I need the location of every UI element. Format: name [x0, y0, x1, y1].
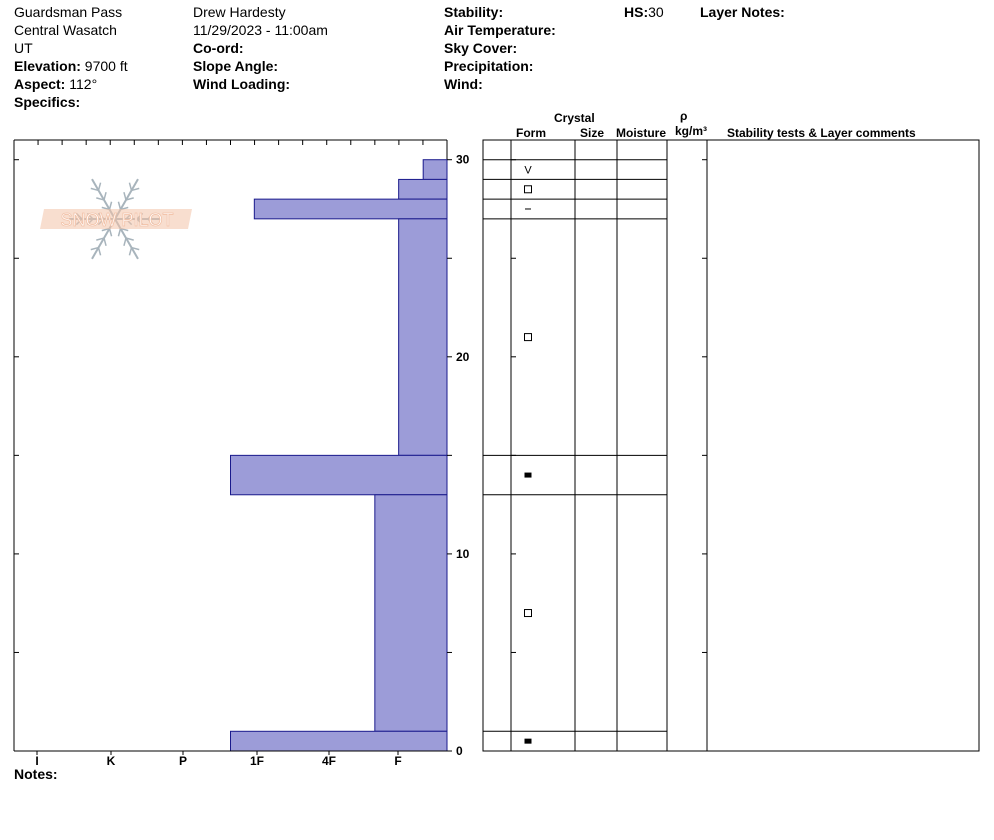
air-temperature-label: Air Temperature:	[444, 22, 556, 38]
stability-label: Stability:	[444, 4, 504, 20]
notes-label: Notes:	[14, 766, 58, 782]
comments-header: Stability tests & Layer comments	[727, 126, 916, 140]
elevation-label: Elevation:	[14, 58, 81, 74]
logo-flake-branch	[108, 228, 113, 237]
datetime: 11/29/2023 - 11:00am	[193, 22, 328, 38]
aspect: Aspect: 112°	[14, 76, 97, 92]
logo-flake-branch	[131, 246, 140, 251]
logo-flake-branch	[128, 182, 133, 191]
logo-flake-branch	[117, 201, 122, 210]
layer-bar-5	[374, 494, 448, 732]
logo-flake-branch	[131, 187, 140, 192]
logo-flake-branch	[96, 237, 105, 241]
logo-flake-branch	[96, 197, 105, 201]
logo-flake-branch	[103, 237, 107, 246]
layer-bar-2	[253, 198, 448, 220]
height-label-20: 20	[456, 350, 470, 364]
coord-label: Co-ord:	[193, 40, 244, 56]
density-unit-header: kg/m³	[675, 124, 708, 138]
aspect-label: Aspect:	[14, 76, 66, 92]
logo-flake-branch	[123, 192, 127, 201]
sky-cover-label: Sky Cover:	[444, 40, 518, 56]
hardness-label-1F: 1F	[250, 754, 264, 768]
size-header: Size	[580, 126, 605, 140]
hardness-label-K: K	[107, 754, 116, 768]
layer-notes-label: Layer Notes:	[700, 4, 785, 20]
form-symbol-1	[524, 185, 532, 194]
wind-loading-label: Wind Loading:	[193, 76, 291, 92]
slope-angle-label: Slope Angle:	[193, 58, 279, 74]
form-symbol-4	[524, 472, 532, 478]
logo-flake-branch	[123, 237, 127, 246]
hardness-label-4F: 4F	[322, 754, 336, 768]
logo-text: SNOW PILOT	[60, 210, 173, 230]
form-symbol-3	[524, 333, 532, 342]
rho-header: ρ	[680, 109, 688, 123]
hardness-label-F: F	[394, 754, 401, 768]
hardness-label-P: P	[179, 754, 187, 768]
height-label-30: 30	[456, 153, 470, 167]
height-label-10: 10	[456, 547, 470, 561]
observer: Drew Hardesty	[193, 4, 286, 20]
logo-flake-branch	[97, 182, 102, 191]
height-label-0: 0	[456, 744, 463, 758]
specifics-label: Specifics:	[14, 94, 81, 110]
range: Central Wasatch	[14, 22, 117, 38]
precipitation-label: Precipitation:	[444, 58, 534, 74]
hs-label: HS:	[624, 4, 649, 20]
wind-label: Wind:	[444, 76, 483, 92]
logo-flake-branch	[90, 187, 99, 192]
elevation-value: 9700 ft	[84, 58, 128, 74]
layer-table-frame	[482, 139, 980, 752]
layer-bar-4	[230, 454, 448, 496]
logo-flake-branch	[128, 247, 133, 256]
layer-bar-6	[230, 730, 448, 752]
logo-flake-branch	[125, 197, 134, 201]
elevation: Elevation: 9700 ft	[14, 58, 128, 74]
location: Guardsman Pass	[14, 4, 123, 20]
layer-bar-3	[398, 218, 448, 456]
hardness-label-I: I	[35, 754, 38, 768]
state: UT	[14, 40, 33, 56]
logo-flake-branch	[103, 192, 107, 201]
logo-flake-branch	[125, 237, 134, 241]
logo-flake-branch	[108, 201, 113, 210]
form-header: Form	[516, 126, 546, 140]
hs-value: 30	[648, 4, 664, 20]
form-symbol-5	[524, 609, 532, 618]
form-symbol-6	[524, 738, 532, 744]
crystal-header: Crystal	[554, 111, 595, 125]
logo-banner	[40, 209, 192, 229]
aspect-value: 112°	[69, 76, 98, 92]
form-symbol-0: V	[524, 165, 532, 177]
layer-bar-1	[398, 178, 448, 200]
hs: HS:30	[624, 4, 664, 20]
logo-flake-branch	[90, 246, 99, 251]
logo-flake-branch	[117, 228, 122, 237]
logo-flake-branch	[97, 247, 102, 256]
layer-bar-0	[422, 159, 448, 180]
moisture-header: Moisture	[616, 126, 667, 140]
